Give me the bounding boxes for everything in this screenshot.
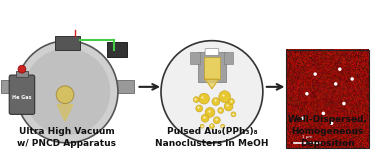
Circle shape	[219, 91, 231, 103]
Circle shape	[231, 112, 236, 117]
FancyBboxPatch shape	[191, 52, 200, 64]
Circle shape	[18, 65, 26, 73]
Circle shape	[338, 67, 342, 71]
Circle shape	[214, 117, 220, 124]
Circle shape	[161, 41, 263, 143]
Circle shape	[229, 99, 234, 105]
Circle shape	[322, 112, 325, 115]
Circle shape	[350, 77, 354, 81]
Circle shape	[305, 92, 309, 95]
Circle shape	[313, 72, 317, 76]
Circle shape	[196, 105, 203, 112]
Circle shape	[16, 41, 118, 143]
Circle shape	[224, 102, 233, 111]
Polygon shape	[57, 105, 73, 121]
Polygon shape	[205, 79, 219, 89]
Text: 1 µm: 1 µm	[302, 135, 312, 139]
Circle shape	[205, 108, 215, 117]
Text: Pulsed Au₉(PPh₃)₈
Nanoclusters in MeOH: Pulsed Au₉(PPh₃)₈ Nanoclusters in MeOH	[155, 127, 269, 148]
FancyBboxPatch shape	[107, 42, 127, 57]
Circle shape	[200, 124, 204, 128]
Circle shape	[221, 124, 225, 128]
Circle shape	[330, 121, 333, 125]
Circle shape	[212, 98, 220, 106]
Circle shape	[56, 86, 74, 104]
FancyBboxPatch shape	[224, 52, 234, 64]
Text: He Gas: He Gas	[12, 95, 32, 100]
FancyBboxPatch shape	[198, 52, 226, 82]
Circle shape	[301, 116, 305, 120]
FancyBboxPatch shape	[2, 81, 133, 93]
FancyBboxPatch shape	[55, 36, 80, 49]
Circle shape	[218, 108, 224, 113]
Text: Ultra High Vacuum
w/ PNCD Apparatus: Ultra High Vacuum w/ PNCD Apparatus	[17, 127, 116, 148]
FancyBboxPatch shape	[9, 75, 35, 114]
Text: Well-Dispersed,
Homogeneous
Deposition: Well-Dispersed, Homogeneous Deposition	[288, 115, 367, 148]
FancyBboxPatch shape	[204, 57, 220, 79]
Circle shape	[334, 82, 338, 86]
Circle shape	[209, 124, 214, 129]
Circle shape	[193, 97, 199, 103]
FancyBboxPatch shape	[205, 49, 219, 55]
Circle shape	[199, 93, 209, 104]
FancyBboxPatch shape	[16, 71, 28, 77]
Circle shape	[24, 48, 110, 135]
Circle shape	[201, 114, 209, 122]
Circle shape	[342, 102, 346, 105]
